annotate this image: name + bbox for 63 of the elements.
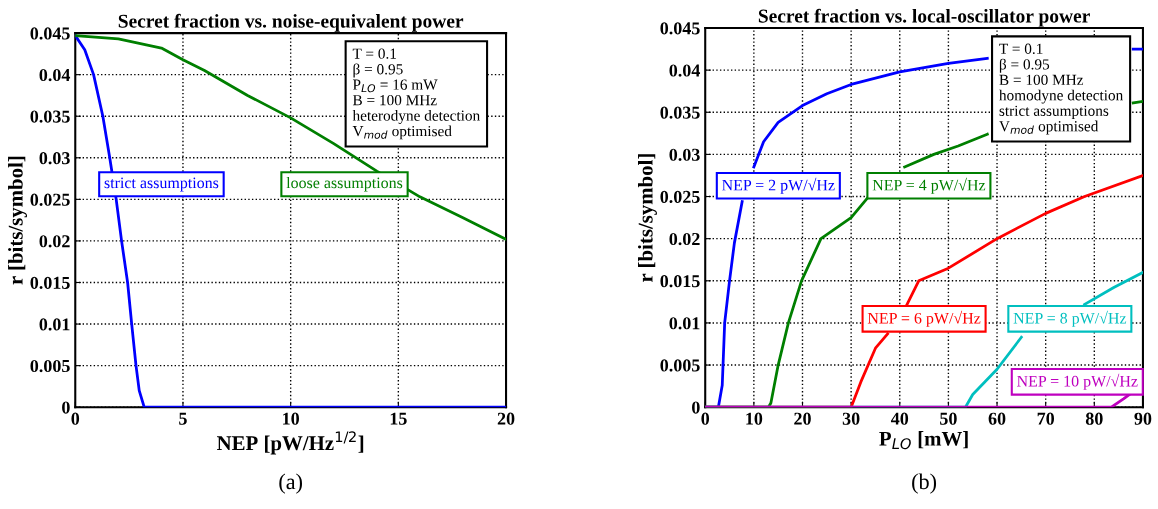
series-label: NEP = 8 pW/√Hz: [1013, 310, 1127, 327]
x-tick-label: 10: [746, 412, 763, 425]
y-tick-label: 0.03: [669, 148, 700, 161]
x-tick-label: 5: [179, 412, 187, 425]
y-tick-label: 0.015: [30, 276, 70, 290]
annotation: β = 0.95: [999, 58, 1050, 73]
annotation: B = 100 MHz: [352, 95, 437, 106]
x-axis-title: P$_{LO}$ [mW]: [879, 431, 968, 450]
x-tick-label: 0: [701, 412, 710, 425]
annotation: B = 100 MHz: [999, 74, 1084, 85]
x-tick-label: 60: [988, 412, 1006, 425]
x-tick-label: 70: [1037, 412, 1055, 425]
x-axis-title: NEP [pW/Hz$^{1/2}$]: [216, 431, 364, 455]
chart-title: Secret fraction vs. noise-equivalent power: [118, 13, 464, 32]
x-tick-label: 30: [842, 412, 860, 425]
x-tick-label: 20: [497, 412, 515, 425]
annotation: homodyne detection: [999, 89, 1124, 104]
chart-title: Secret fraction vs. local-oscillator power: [758, 8, 1090, 27]
x-tick-label: 15: [390, 412, 407, 425]
annotation: V$_{mod}$ optimised: [352, 125, 452, 140]
x-tick-label: 40: [890, 412, 909, 425]
y-tick-label: 0.025: [660, 190, 700, 204]
annotation: β = 0.95: [353, 63, 403, 78]
y-tick-label: 0.005: [30, 359, 70, 373]
y-tick-label: 0.015: [660, 275, 700, 288]
annotation: heterodyne detection: [352, 110, 480, 124]
x-tick-label: 80: [1085, 412, 1103, 425]
x-tick-label: 10: [283, 412, 299, 425]
y-tick-label: 0.035: [660, 106, 700, 119]
y-tick-label: 0.025: [30, 193, 70, 206]
y-tick-label: 0.045: [30, 27, 70, 40]
y-tick-label: 0.02: [669, 232, 700, 246]
text: (a): [279, 473, 303, 494]
line-series: [75, 34, 507, 408]
text: (b): [912, 473, 937, 494]
x-tick-label: 50: [940, 412, 957, 425]
annotation: T = 0.1: [999, 43, 1043, 54]
y-tick-label: 0.005: [660, 359, 700, 372]
y-tick-label: 0.03: [39, 152, 70, 165]
y-tick-label: 0: [62, 401, 70, 414]
series-label: NEP = 4 pW/√Hz: [872, 177, 986, 194]
series-label: NEP = 10 pW/√Hz: [1017, 373, 1138, 390]
series-label: strict assumptions: [104, 177, 219, 192]
y-tick-label: 0.045: [660, 22, 700, 35]
series-label: NEP = 6 pW/√Hz: [867, 310, 981, 327]
y-tick-label: 0.04: [39, 68, 71, 82]
x-tick-label: 20: [794, 412, 811, 425]
annotation: T = 0.1: [352, 48, 397, 59]
y-tick-label: 0.035: [30, 110, 70, 123]
annotation: strict assumptions: [999, 105, 1109, 120]
series-label: loose assumptions: [286, 176, 403, 192]
series-label: NEP = 2 pW/√Hz: [722, 177, 835, 194]
y-axis-title: r [bits/symbol]: [8, 156, 28, 285]
y-tick-label: 0: [692, 401, 700, 414]
annotation: P$_{LO}$ = 16 mW: [352, 79, 438, 93]
y-tick-label: 0.01: [39, 318, 70, 331]
x-tick-label: 0: [71, 412, 80, 425]
y-tick-label: 0.01: [669, 317, 700, 330]
y-tick-label: 0.04: [669, 64, 701, 77]
x-tick-label: 90: [1134, 412, 1152, 425]
annotation: V$_{mod}$ optimised: [999, 120, 1099, 135]
y-axis-title: r [bits/symbol]: [638, 154, 657, 282]
y-tick-label: 0.02: [39, 235, 70, 248]
